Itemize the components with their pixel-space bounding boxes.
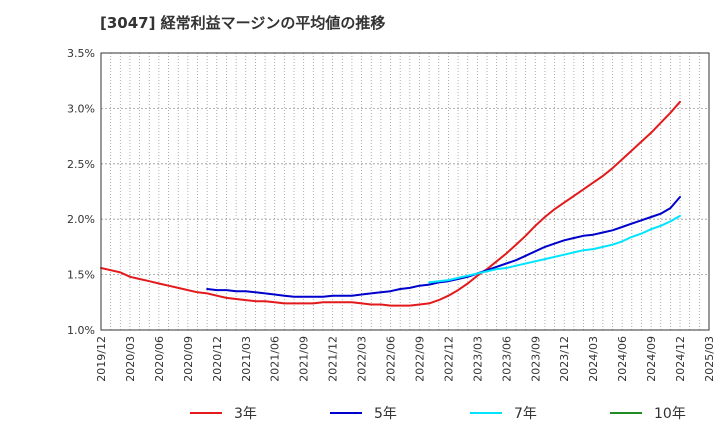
y-tick-label: 1.0% <box>67 324 95 337</box>
x-tick-label: 2023/12 <box>558 336 571 382</box>
series-line-7年 <box>428 214 681 284</box>
x-tick-label: 2022/06 <box>385 336 398 382</box>
plot-frame <box>100 52 710 331</box>
series-line-5年 <box>206 196 681 298</box>
x-tick-label: 2019/12 <box>95 336 108 382</box>
x-tick-label: 2020/03 <box>124 336 137 382</box>
legend-label: 10年 <box>654 406 686 422</box>
x-axis-ticks: 2019/12 2020/03 2020/06 2020/09 2020/12 2021/… <box>95 336 716 382</box>
chart-title: [3047] 経常利益マージンの平均値の推移 <box>100 14 386 32</box>
x-tick-label: 2020/09 <box>182 336 195 382</box>
y-tick-label: 3.0% <box>67 102 95 115</box>
x-tick-label: 2022/03 <box>356 336 369 382</box>
x-tick-label: 2024/06 <box>616 336 629 382</box>
y-tick-label: 2.5% <box>67 158 95 171</box>
y-tick-label: 1.5% <box>67 269 95 282</box>
series-line-3年 <box>100 100 681 307</box>
x-tick-label: 2020/12 <box>211 336 224 382</box>
legend: 3年 5年 7年 10年 <box>190 406 686 422</box>
y-axis-ticks: 1.0% 1.5% 2.0% 2.5% 3.0% 3.5% <box>67 47 95 337</box>
y-tick-label: 3.5% <box>67 47 95 60</box>
x-tick-label: 2024/03 <box>587 336 600 382</box>
y-tick-label: 2.0% <box>67 213 95 226</box>
x-tick-label: 2020/06 <box>153 336 166 382</box>
x-tick-label: 2021/12 <box>327 336 340 382</box>
legend-label: 7年 <box>514 406 537 422</box>
x-tick-label: 2024/12 <box>674 336 687 382</box>
series-lines <box>100 100 681 307</box>
x-tick-label: 2022/09 <box>413 336 426 382</box>
x-tick-label: 2021/09 <box>298 336 311 382</box>
x-tick-label: 2024/09 <box>645 336 658 382</box>
x-tick-label: 2023/06 <box>500 336 513 382</box>
x-tick-label: 2022/12 <box>442 336 455 382</box>
x-tick-label: 2023/09 <box>529 336 542 382</box>
x-tick-label: 2021/03 <box>240 336 253 382</box>
x-tick-label: 2025/03 <box>703 336 716 382</box>
legend-label: 3年 <box>234 406 257 422</box>
legend-label: 5年 <box>374 406 397 422</box>
x-tick-label: 2023/03 <box>471 336 484 382</box>
x-tick-label: 2021/06 <box>269 336 282 382</box>
